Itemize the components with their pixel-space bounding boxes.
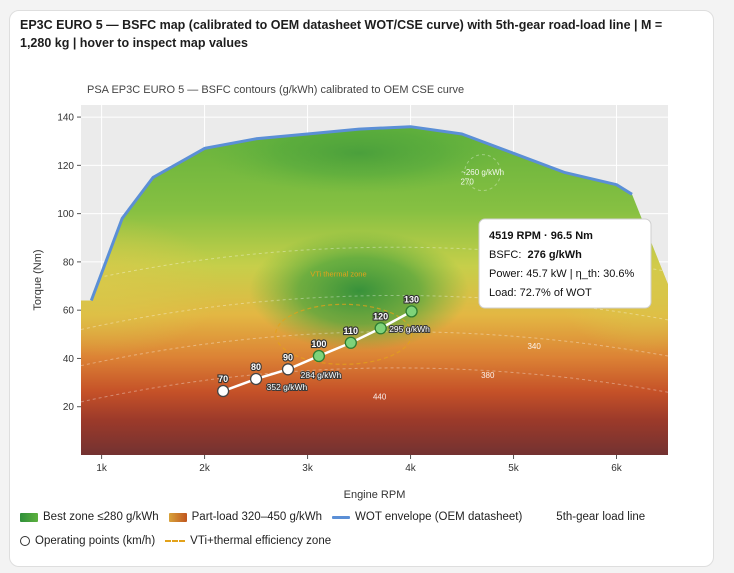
contour-label: 340 <box>527 342 541 351</box>
contour-label: ~260 g/kWh <box>461 168 504 177</box>
y-axis-label: Torque (Nm) <box>32 249 44 310</box>
bsfc-contour <box>81 367 668 403</box>
y-tick-label: 20 <box>63 402 75 413</box>
legend-load-line[interactable]: 5th-gear load line <box>556 511 645 523</box>
x-tick-label: 2k <box>199 463 211 474</box>
wot-swatch <box>332 515 351 519</box>
best-zone-swatch <box>20 512 38 522</box>
speed-label-120: 120 <box>373 311 388 321</box>
tooltip-power: Power: 45.7 kW | η_th: 30.6% <box>489 268 635 280</box>
hover-tooltip: 4519 RPM · 96.5 Nm BSFC: 276 g/kWh Power… <box>478 218 652 309</box>
operating-point-100[interactable] <box>312 349 326 363</box>
bsfc-value-label: 295 g/kWh <box>389 324 430 334</box>
speed-label-90: 90 <box>283 352 293 362</box>
axes: 1k 2k 3k 4k 5k 6k 20 40 60 80 100 120 140 <box>57 113 622 474</box>
speed-label-110: 110 <box>344 326 359 336</box>
x-axis-label: Engine RPM <box>344 489 406 501</box>
x-tick-label: 6k <box>611 463 623 474</box>
part-load-swatch <box>168 512 187 522</box>
efficiency-zone-swatch <box>165 540 186 542</box>
legend-best-zone-label: Best zone ≤280 g/kWh <box>43 511 159 523</box>
legend-part-load[interactable]: Part-load 320–450 g/kWh <box>168 511 323 523</box>
load-line[interactable]: 70 80 90 100 110 120 130 352 g/kWh 284 g/kWh 295 … <box>216 293 431 398</box>
y-tick-label: 140 <box>57 113 74 124</box>
y-tick-label: 40 <box>63 354 75 365</box>
y-tick-label: 120 <box>57 161 74 172</box>
contour-label: 380 <box>481 371 495 380</box>
operating-point-swatch <box>20 536 30 546</box>
y-tick-label: 80 <box>63 257 75 268</box>
legend-wot-label: WOT envelope (OEM datasheet) <box>355 511 523 523</box>
speed-label-70: 70 <box>218 374 228 384</box>
legend-row-1: Best zone ≤280 g/kWh Part-load 320–450 g… <box>20 511 655 523</box>
efficiency-zone: VTi thermal zone <box>275 269 413 365</box>
x-tick-label: 1k <box>96 463 108 474</box>
bsfc-contour <box>81 331 668 367</box>
speed-label-100: 100 <box>311 339 326 349</box>
operating-point-110[interactable] <box>344 336 357 349</box>
legend-row-2: Operating points (km/h) VTi+thermal effi… <box>20 535 341 547</box>
contour-label: 440 <box>373 392 387 401</box>
x-tick-label: 3k <box>302 463 314 474</box>
y-tick-label: 60 <box>63 306 75 317</box>
bsfc-contour-center <box>464 154 502 192</box>
tooltip-load: Load: 72.7% of WOT <box>489 287 592 299</box>
svg-text:BSFC: 276 g/kWh: BSFC: 276 g/kWh <box>489 249 582 261</box>
legend-part-load-label: Part-load 320–450 g/kWh <box>191 511 323 523</box>
operating-point-70[interactable] <box>216 384 230 398</box>
x-tick-label: 5k <box>508 463 520 474</box>
legend-efficiency-zone[interactable]: VTi+thermal efficiency zone <box>165 535 331 547</box>
contour-label: 270 <box>461 178 475 187</box>
speed-label-130: 130 <box>404 294 419 304</box>
tooltip-title: 4519 RPM · 96.5 Nm <box>489 230 593 242</box>
tooltip-bsfc-value: 276 g/kWh <box>527 249 582 261</box>
legend-wot[interactable]: WOT envelope (OEM datasheet) <box>332 511 522 523</box>
tooltip-bsfc-label: BSFC: <box>489 249 521 261</box>
efficiency-zone-label: VTi thermal zone <box>310 269 366 278</box>
legend-best-zone[interactable]: Best zone ≤280 g/kWh <box>20 511 159 523</box>
x-tick-label: 4k <box>405 463 417 474</box>
efficiency-zone-outline <box>275 303 413 365</box>
wot-envelope-line[interactable] <box>89 125 633 302</box>
legend-operating-points-label: Operating points (km/h) <box>35 535 156 547</box>
operating-point-120[interactable] <box>374 322 387 335</box>
legend-operating-points[interactable]: Operating points (km/h) <box>20 535 155 547</box>
operating-point-130[interactable] <box>405 305 418 318</box>
operating-point-80[interactable] <box>249 372 263 386</box>
page-title: EP3C EURO 5 — BSFC map (calibrated to OE… <box>20 18 663 50</box>
legend-efficiency-zone-label: VTi+thermal efficiency zone <box>190 535 332 547</box>
bsfc-chart[interactable]: PSA EP3C EURO 5 — BSFC contours (g/kWh) … <box>0 0 734 510</box>
bsfc-value-label: 284 g/kWh <box>301 370 342 380</box>
speed-label-80: 80 <box>251 362 261 372</box>
chart-title: PSA EP3C EURO 5 — BSFC contours (g/kWh) … <box>87 84 464 96</box>
operating-point-90[interactable] <box>281 363 295 376</box>
y-tick-label: 100 <box>57 209 74 220</box>
legend-load-line-label: 5th-gear load line <box>556 511 646 523</box>
bsfc-value-label: 352 g/kWh <box>267 382 308 392</box>
